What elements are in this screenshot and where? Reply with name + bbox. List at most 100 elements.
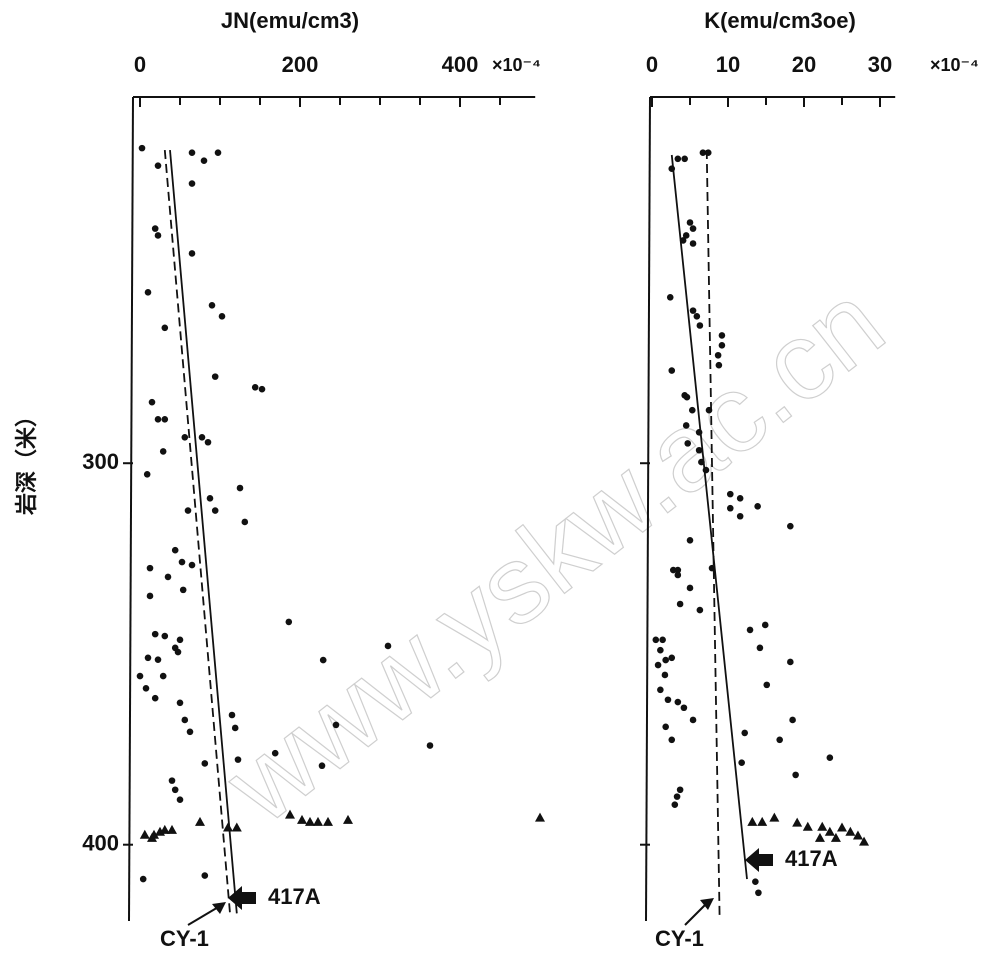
dot-point (144, 289, 152, 296)
dot-point (657, 646, 664, 654)
dot-point (176, 636, 184, 644)
dot-point (148, 398, 156, 406)
dot-point (676, 600, 684, 608)
dot-point (188, 149, 196, 156)
dot-point (686, 584, 694, 592)
dot-point (787, 658, 794, 666)
dot-point (689, 240, 697, 247)
dot-point (741, 729, 749, 737)
x-tick-label: 0 (134, 52, 146, 77)
y-tick-label: 400 (82, 831, 119, 856)
dot-point (285, 618, 293, 626)
dot-point (674, 155, 682, 163)
dot-point (659, 636, 666, 644)
triangle-point (231, 822, 242, 832)
dot-point (696, 322, 704, 329)
dot-point (143, 470, 151, 478)
dot-point (176, 699, 184, 707)
dot-point (318, 762, 326, 770)
dot-point (214, 149, 222, 156)
dot-point (736, 512, 744, 520)
triangle-point (802, 821, 813, 831)
dot-point (695, 446, 703, 454)
dot-point (704, 149, 712, 156)
dot-point (668, 654, 676, 662)
dot-point (682, 422, 690, 429)
dot-point (154, 656, 162, 663)
dot-point (151, 630, 159, 638)
trend-line (169, 149, 238, 914)
dot-point (738, 759, 745, 766)
dot-point (181, 716, 189, 724)
triangle-point (769, 812, 780, 822)
dot-point (718, 342, 726, 349)
dot-point (186, 728, 194, 736)
dot-point (171, 786, 179, 794)
triangle-point (159, 824, 170, 834)
dot-point (258, 385, 266, 393)
arrow-shaft (187, 905, 221, 926)
dot-point (198, 433, 206, 441)
dot-point (384, 642, 392, 650)
dot-point (662, 723, 669, 731)
dot-point (680, 704, 688, 712)
dot-point (686, 536, 694, 544)
dot-point (176, 796, 184, 803)
triangle-point (535, 812, 545, 822)
dot-point (171, 546, 179, 554)
dot-point (756, 644, 764, 652)
dot-point (682, 232, 690, 239)
triangle-point (814, 832, 825, 842)
triangle-point (147, 832, 157, 842)
dot-point (154, 416, 162, 423)
dot-point (714, 351, 722, 359)
y-axis (128, 96, 134, 922)
x-tick-label: 400 (442, 52, 479, 77)
dot-point (668, 736, 676, 744)
triangle-point (824, 826, 835, 836)
dot-point (752, 878, 759, 886)
dot-point (161, 632, 169, 640)
dot-point (683, 393, 691, 401)
dot-point (271, 749, 279, 757)
trend-line (705, 150, 721, 920)
triangle-point (139, 829, 150, 839)
dot-point (201, 760, 209, 767)
dot-point (671, 801, 679, 808)
dot-point (201, 872, 209, 879)
triangle-point (313, 816, 323, 826)
dot-point (668, 165, 676, 173)
dot-point (179, 586, 187, 594)
x-multiplier: ×10⁻⁴ (492, 55, 541, 75)
dot-point (168, 777, 176, 784)
x-axis-title: JN(emu/cm3) (221, 8, 359, 33)
triangle-point (837, 822, 847, 832)
dot-point (746, 626, 754, 634)
triangle-point (195, 816, 205, 826)
bold-arrow (228, 886, 256, 910)
dot-point (787, 522, 794, 530)
dot-point (664, 696, 672, 704)
x-tick-label: 200 (282, 52, 319, 77)
dot-point (154, 232, 162, 239)
dot-point (208, 301, 216, 309)
dot-point (146, 592, 154, 600)
annotation: 417A (268, 884, 321, 909)
dot-point (332, 721, 340, 729)
dot-point (151, 694, 159, 702)
triangle-point (297, 814, 307, 824)
dot-point (715, 361, 723, 369)
dot-point (228, 711, 236, 719)
dot-point (142, 684, 150, 692)
triangle-point (859, 836, 870, 846)
dot-point (159, 672, 167, 680)
dot-point (211, 507, 219, 514)
dot-point (792, 771, 799, 779)
dot-point (178, 558, 186, 566)
triangle-point (167, 824, 177, 834)
dot-point (138, 144, 146, 152)
dot-point (218, 313, 226, 320)
dot-point (718, 332, 726, 339)
dot-point (755, 889, 762, 897)
